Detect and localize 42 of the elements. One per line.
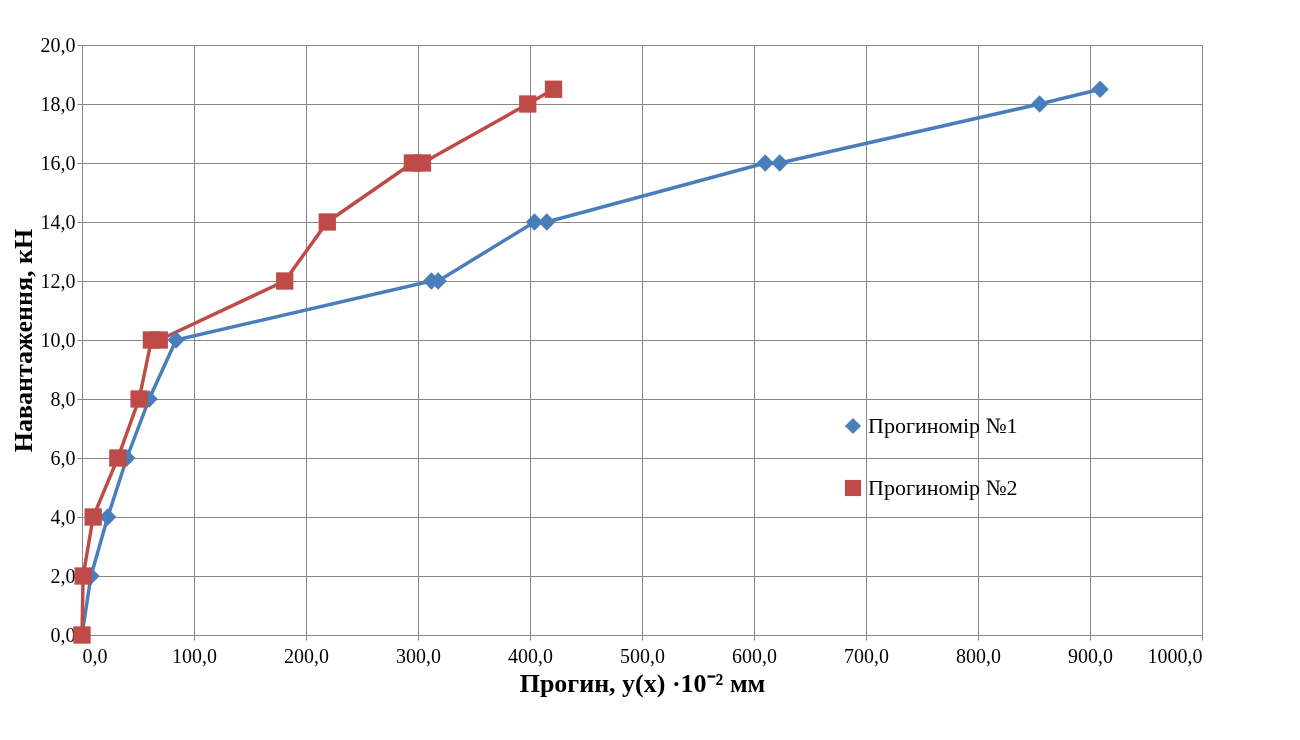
y-tick-label: 10,0	[40, 328, 76, 351]
point	[771, 154, 789, 172]
y-tick-label: 2,0	[50, 564, 76, 587]
x-tick-label: 200,0	[284, 644, 329, 667]
point	[276, 272, 294, 290]
point	[544, 80, 563, 98]
point	[1091, 80, 1109, 98]
point	[519, 95, 537, 113]
point	[1030, 95, 1049, 113]
y-axis-title: Навантаження, кН	[8, 228, 38, 453]
point	[130, 390, 148, 408]
point	[74, 567, 92, 585]
y-tick-label: 16,0	[40, 151, 76, 174]
y-tick-label: 8,0	[50, 387, 76, 410]
x-tick-label: 0,0	[82, 644, 108, 667]
point	[538, 213, 556, 231]
x-axis-title: Прогин, y(x) ·10⁻² мм	[519, 668, 766, 698]
legend-label: Прогиномір №2	[868, 475, 1018, 500]
x-tick-label: 800,0	[956, 644, 1001, 667]
x-tick-label: 300,0	[396, 644, 441, 667]
y-tick-label: 12,0	[40, 269, 76, 292]
x-tick-label: 1000,0	[1147, 644, 1203, 667]
y-tick-label: 14,0	[40, 210, 76, 233]
x-tick-label: 900,0	[1068, 644, 1113, 667]
point	[413, 154, 432, 172]
x-tick-label: 400,0	[508, 644, 553, 667]
x-tick-label: 500,0	[620, 644, 665, 667]
y-tick-label: 6,0	[50, 446, 76, 469]
point	[318, 213, 336, 231]
point	[756, 154, 774, 172]
point	[99, 508, 117, 526]
x-tick-label: 600,0	[732, 644, 777, 667]
y-tick-label: 18,0	[40, 92, 76, 115]
point	[167, 331, 185, 349]
point	[84, 508, 102, 526]
x-tick-label: 700,0	[844, 644, 889, 667]
legend-label: Прогиномір №1	[868, 413, 1018, 438]
y-tick-label: 20,0	[40, 33, 76, 56]
point	[150, 331, 168, 349]
point	[109, 449, 127, 467]
y-tick-label: 4,0	[50, 505, 76, 528]
x-tick-label: 100,0	[172, 644, 217, 667]
